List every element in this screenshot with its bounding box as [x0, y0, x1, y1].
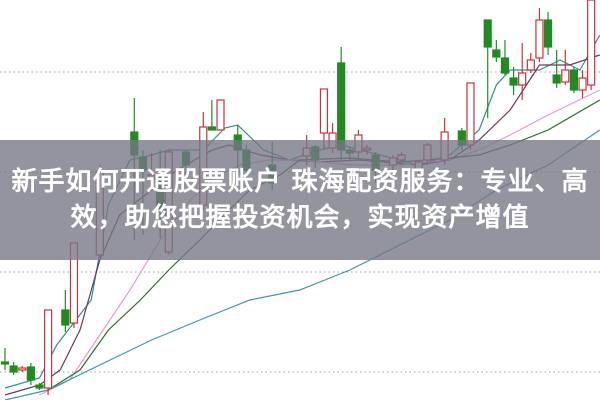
candle-down — [337, 62, 346, 151]
candle-down — [9, 365, 18, 373]
candle-up — [535, 19, 544, 59]
title-line-1: 新手如何开通股票账户 珠海配资服务：专业、高 — [11, 167, 589, 197]
candle-down — [207, 126, 216, 131]
candle-down — [0, 361, 10, 365]
candle-up — [526, 59, 535, 71]
candle-down — [569, 69, 579, 91]
candle-up — [216, 99, 225, 131]
candle-down — [509, 77, 518, 86]
candle-up — [561, 69, 570, 83]
candle-down — [492, 49, 501, 58]
candle-down — [35, 384, 44, 389]
candle-up — [587, 0, 596, 86]
candle-down — [483, 19, 492, 48]
candle-down — [552, 74, 561, 84]
candle-up — [518, 72, 527, 86]
candle-up — [578, 77, 587, 91]
candle-down — [543, 19, 553, 48]
candle-down — [26, 366, 35, 381]
candle-down — [500, 57, 510, 74]
candle-up — [43, 309, 53, 389]
candle-down — [61, 309, 70, 326]
candle-up — [466, 82, 475, 146]
candle-up — [18, 367, 27, 371]
title-banner: 新手如何开通股票账户 珠海配资服务：专业、高 效，助您把握投资机会，实现资产增值 — [0, 140, 600, 260]
title-line-2: 效，助您把握投资机会，实现资产增值 — [70, 203, 530, 233]
candle-up — [319, 88, 329, 134]
